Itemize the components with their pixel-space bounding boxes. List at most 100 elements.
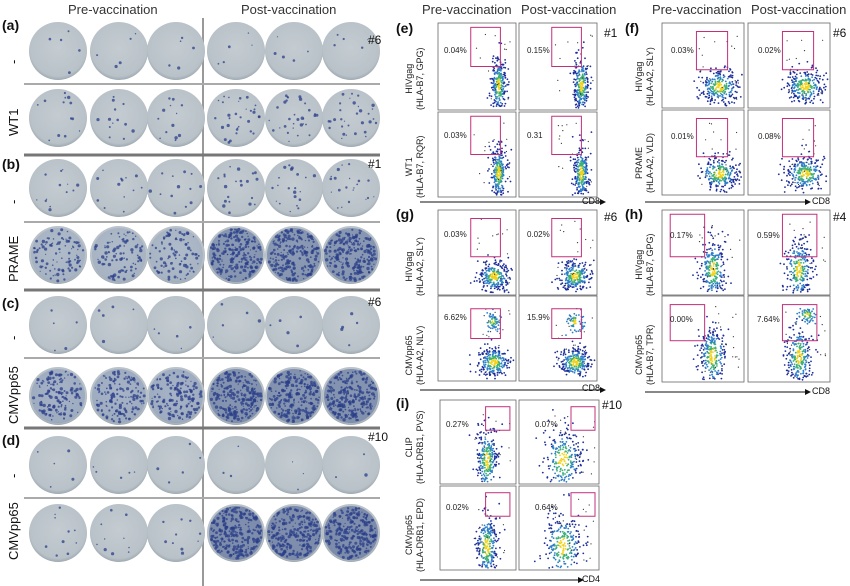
event-dot	[788, 84, 791, 87]
event-dot	[582, 193, 585, 195]
event-dot	[818, 88, 821, 91]
event-dot	[737, 82, 739, 84]
spot	[228, 117, 231, 120]
event-dot	[576, 76, 579, 78]
event-dot	[488, 168, 490, 170]
event-dot	[713, 89, 716, 92]
event-dot	[586, 185, 588, 187]
spot	[41, 245, 45, 249]
event-dot	[576, 163, 579, 166]
event-dot	[576, 187, 578, 189]
event-dot	[557, 79, 559, 81]
well-background	[322, 159, 380, 217]
event-dot	[819, 99, 822, 101]
event-dot	[580, 82, 582, 84]
well-background	[29, 22, 87, 80]
event-dot	[559, 57, 561, 60]
spot	[56, 261, 58, 263]
event-dot	[822, 39, 824, 41]
spot	[112, 95, 115, 98]
spot	[113, 108, 117, 111]
event-dot	[585, 86, 588, 89]
event-dot	[697, 97, 700, 100]
event-dot	[711, 85, 714, 88]
event-dot	[501, 177, 504, 180]
event-dot	[576, 179, 579, 182]
spot	[283, 125, 287, 128]
event-dot	[577, 170, 579, 173]
spot	[238, 97, 242, 100]
well-background	[29, 89, 87, 147]
spot	[337, 207, 339, 209]
event-dot	[728, 75, 731, 78]
event-dot	[798, 62, 801, 65]
event-dot	[793, 100, 796, 102]
event-dot	[585, 167, 588, 170]
event-dot	[713, 101, 716, 104]
event-dot	[717, 102, 720, 104]
x-axis-arrow-e-head	[600, 199, 606, 205]
event-dot	[573, 162, 576, 165]
event-dot	[574, 158, 577, 161]
spot	[288, 117, 291, 121]
spot	[48, 139, 51, 142]
event-dot	[493, 73, 496, 76]
spot	[222, 204, 226, 208]
spot	[330, 191, 332, 193]
well-background	[29, 159, 87, 217]
spot	[43, 99, 47, 103]
event-dot	[506, 138, 508, 140]
event-dot	[723, 66, 726, 69]
event-dot	[706, 92, 709, 95]
event-dot	[576, 77, 579, 80]
event-dot	[578, 104, 581, 107]
event-dot	[590, 76, 593, 79]
event-dot	[816, 86, 818, 88]
event-dot	[789, 73, 792, 75]
event-dot	[724, 90, 727, 93]
event-dot	[712, 88, 714, 91]
event-dot	[811, 64, 814, 67]
spot	[223, 173, 226, 176]
event-dot	[487, 156, 490, 159]
spot	[367, 179, 370, 182]
spot	[296, 118, 300, 121]
spot	[60, 237, 64, 240]
spot	[254, 104, 257, 107]
spot	[67, 260, 71, 264]
event-dot	[504, 166, 507, 168]
spot	[176, 185, 181, 189]
spot	[52, 238, 55, 240]
spot	[372, 118, 375, 120]
spot	[118, 61, 122, 65]
spot	[68, 263, 72, 267]
event-dot	[795, 76, 798, 79]
event-dot	[497, 70, 499, 72]
spot	[355, 112, 359, 115]
event-dot	[589, 82, 592, 84]
event-dot	[702, 90, 705, 93]
spot	[296, 204, 298, 207]
event-dot	[585, 95, 588, 98]
event-dot	[587, 191, 590, 194]
event-dot	[811, 76, 813, 79]
well-background	[207, 22, 265, 80]
event-dot	[708, 94, 711, 97]
spot	[76, 261, 79, 265]
spot	[292, 127, 294, 129]
event-dot	[809, 95, 811, 98]
event-dot	[573, 96, 576, 99]
event-dot	[496, 161, 498, 164]
event-dot	[497, 72, 500, 75]
spot	[36, 104, 39, 106]
event-dot	[721, 86, 723, 89]
event-dot	[781, 78, 784, 81]
event-dot	[499, 101, 502, 104]
spot	[122, 137, 125, 140]
spot	[192, 46, 195, 50]
spot	[227, 195, 230, 199]
spot	[96, 177, 100, 180]
event-dot	[709, 78, 711, 80]
spot	[184, 205, 187, 208]
spot	[292, 59, 296, 62]
